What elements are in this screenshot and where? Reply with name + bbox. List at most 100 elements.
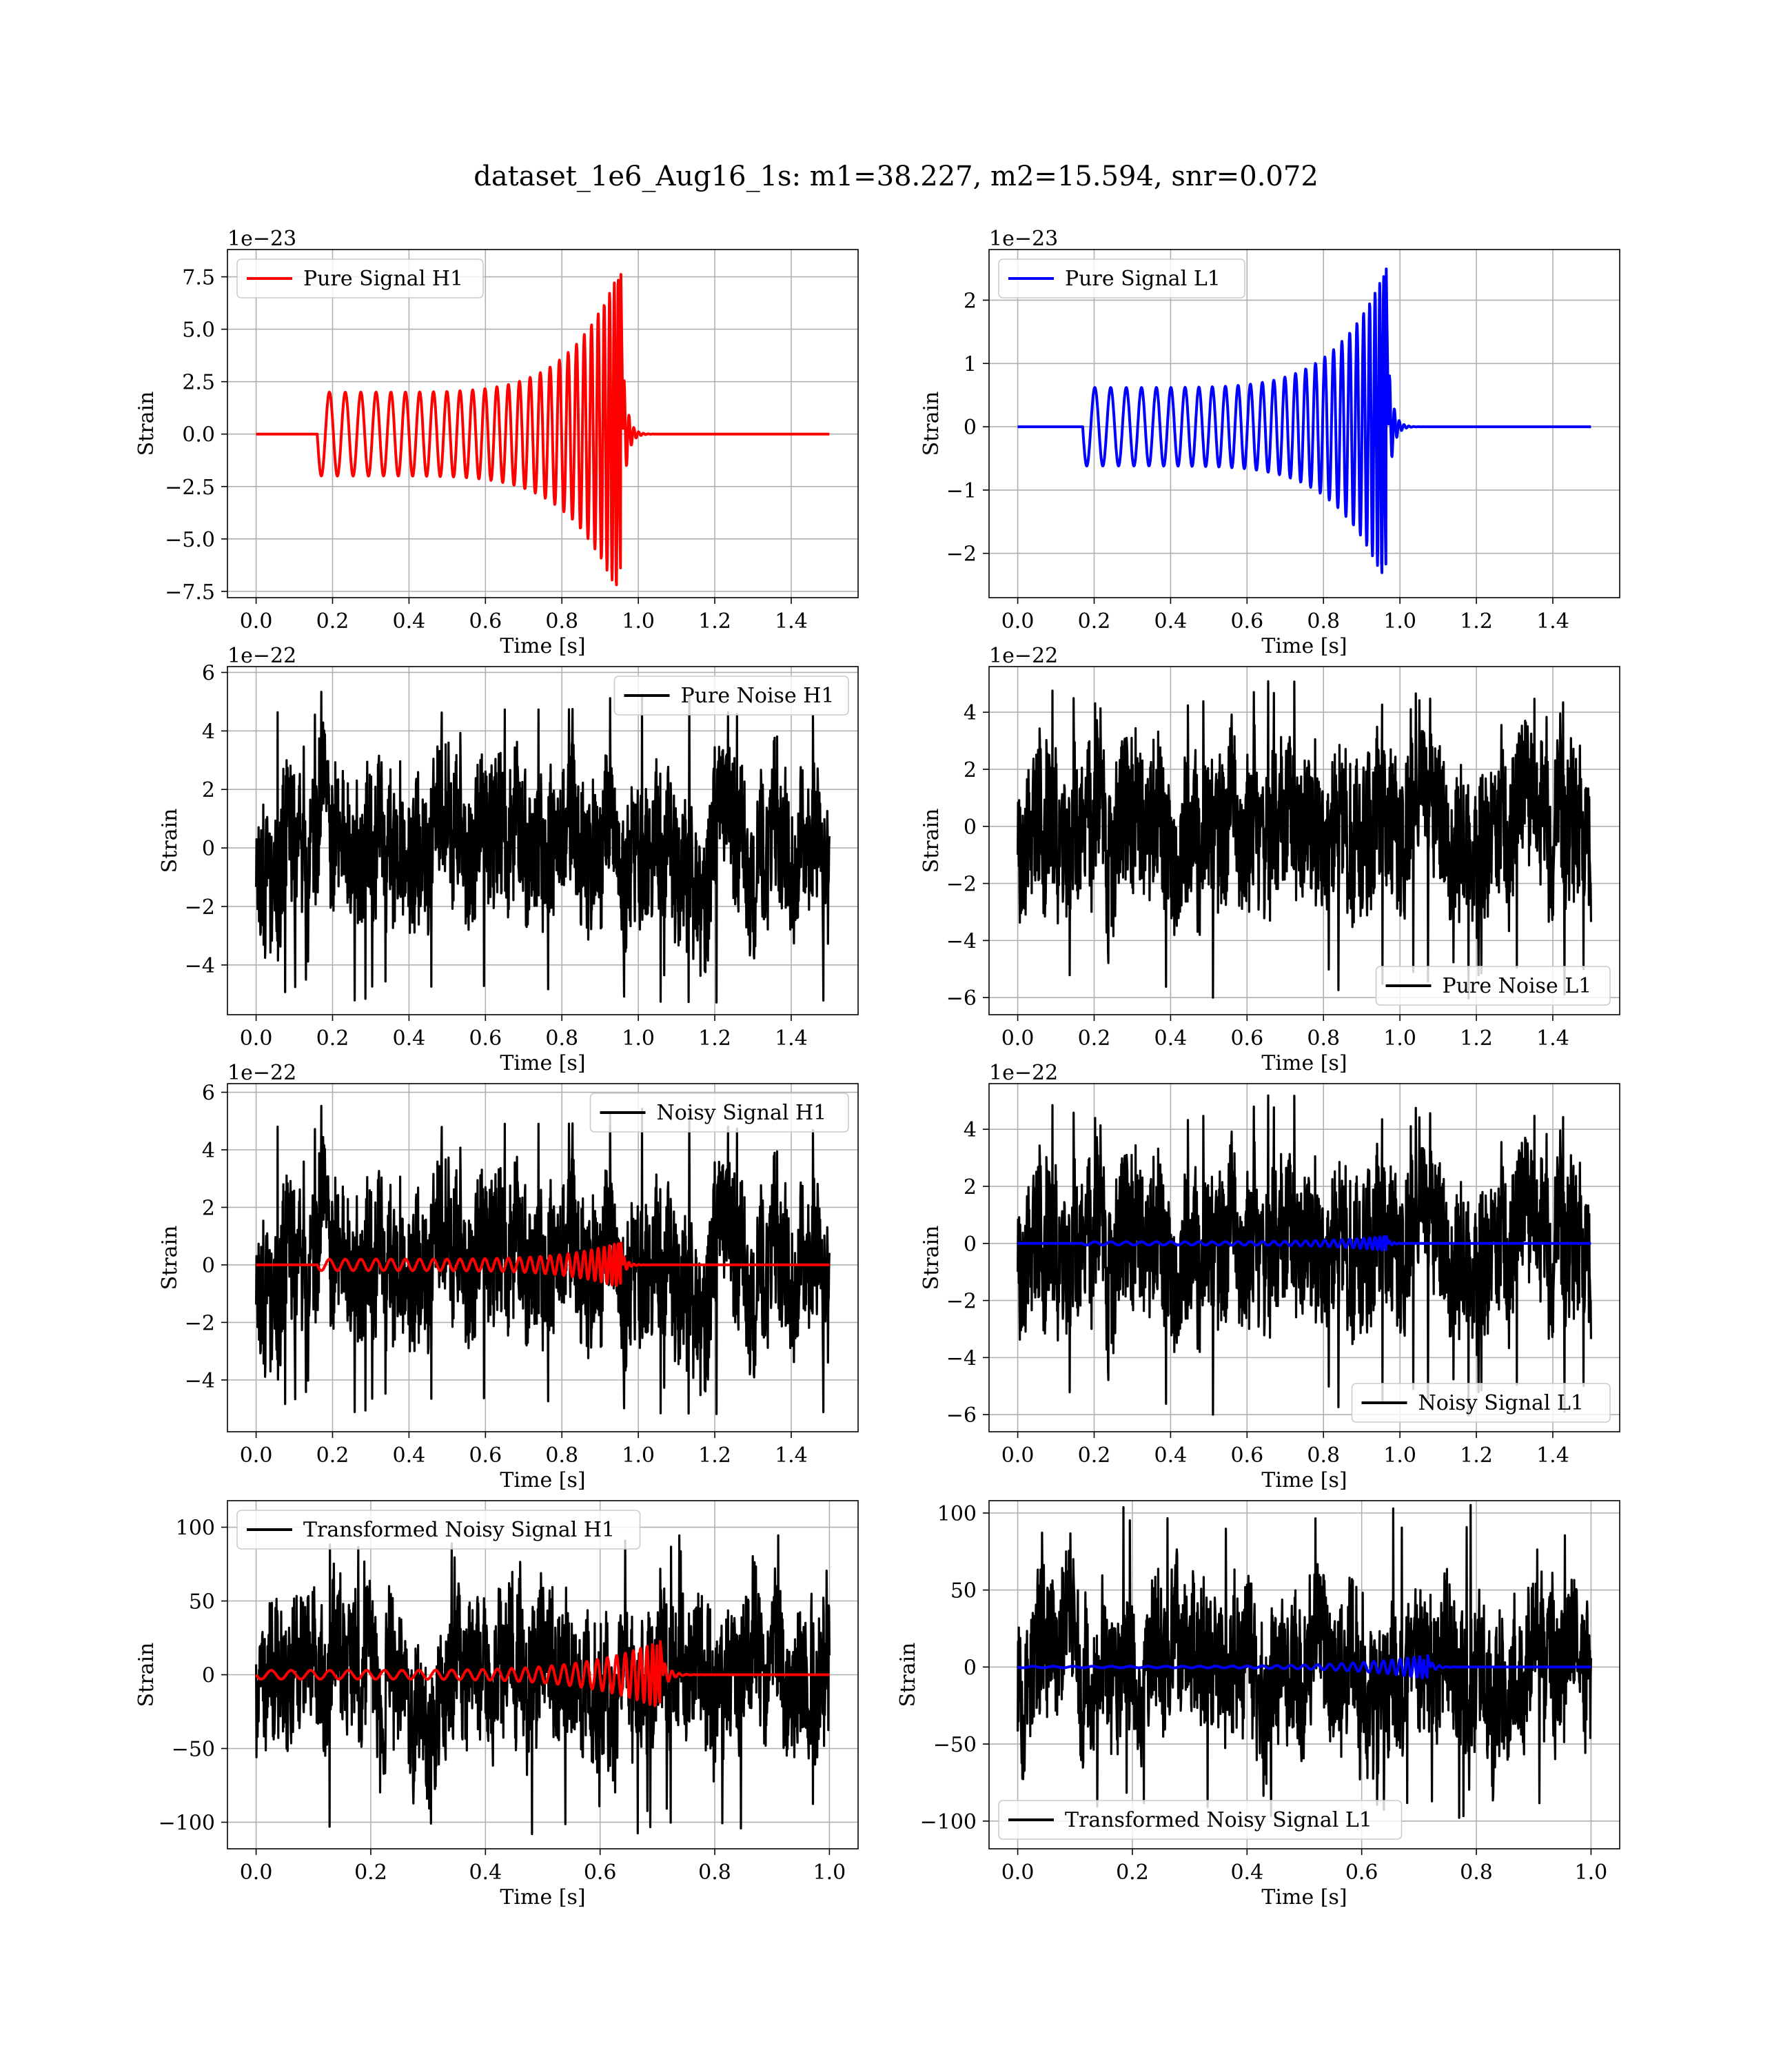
- legend-box: [236, 258, 484, 298]
- x-tick-label: 1.2: [698, 609, 731, 633]
- x-tick-label: 0.8: [1460, 1861, 1493, 1885]
- x-tick-label: 0.8: [1307, 1443, 1340, 1468]
- x-tick-label: 0.8: [545, 1026, 578, 1051]
- plot-area: [256, 273, 831, 587]
- series-line-pure-signal-h1: [256, 1241, 831, 1287]
- x-tick-label: 0.2: [1116, 1861, 1149, 1885]
- series-line-pure-noise-h1: [255, 691, 831, 1004]
- chart-transformed-noisy-signal-l1: 0.0 0.2 0.4 0.6 0.8 1.0 −100 −50 0 50 100 Time [s] S…: [896, 1500, 1620, 1909]
- x-tick-label: 0.8: [545, 1443, 578, 1468]
- y-tick-label: −100: [920, 1810, 977, 1834]
- legend-label: Pure Signal H1: [303, 267, 463, 291]
- y-tick-label: −50: [933, 1733, 977, 1757]
- axes-frame: [227, 249, 859, 598]
- x-tick-label: 0.4: [469, 1861, 502, 1885]
- x-tick-label: 1.4: [775, 1443, 808, 1468]
- y-tick-label: 1: [964, 352, 977, 376]
- y-tick-label: 100: [176, 1517, 215, 1541]
- series-line-transformed-noisy-signal-h1: [255, 1534, 831, 1836]
- plot-area: [1017, 267, 1592, 574]
- x-tick-label: 0.6: [1230, 609, 1263, 633]
- y-tick-label: 0: [202, 837, 215, 861]
- chart-noisy-signal-l1: 0.0 0.2 0.4 0.6 0.8 1.0 1.2 1.4 −6 −4 −2 0 2 4 1e−22 Ti…: [919, 1061, 1620, 1492]
- legend-label: Transformed Noisy Signal L1: [1065, 1808, 1372, 1832]
- legend-label: Noisy Signal H1: [657, 1101, 827, 1125]
- x-tick-label: 0.2: [316, 1443, 349, 1468]
- y-tick-label: 2: [964, 758, 977, 782]
- axis-offset-text: 1e−23: [989, 227, 1058, 251]
- y-axis-label: Strain: [919, 809, 944, 873]
- y-tick-label: −6: [946, 1403, 977, 1428]
- x-tick-label: 1.4: [1536, 1443, 1569, 1468]
- x-tick-label: 0.0: [240, 1443, 273, 1468]
- x-axis-label: Time [s]: [1261, 634, 1347, 658]
- y-tick-label: 2: [964, 289, 977, 313]
- chart-noisy-signal-h1: 0.0 0.2 0.4 0.6 0.8 1.0 1.2 1.4 −4 −2 0 2 4 6 1e−22 Tim…: [158, 1061, 859, 1492]
- x-tick-label: 1.2: [1460, 1026, 1493, 1051]
- y-axis-label: Strain: [134, 392, 159, 456]
- legend-box: [589, 1093, 849, 1133]
- x-tick-label: 0.2: [1078, 1026, 1111, 1051]
- y-tick-label: −4: [185, 954, 215, 978]
- x-tick-label: 0.6: [469, 1443, 502, 1468]
- x-tick-label: 0.6: [584, 1861, 617, 1885]
- x-tick-label: 1.2: [1460, 1443, 1493, 1468]
- x-tick-label: 0.0: [240, 1026, 273, 1051]
- x-tick-label: 0.0: [1001, 1443, 1035, 1468]
- x-tick-label: 0.8: [1307, 1026, 1340, 1051]
- axis-offset-text: 1e−22: [989, 1061, 1058, 1085]
- legend: Transformed Noisy Signal L1: [998, 1800, 1403, 1840]
- x-tick-label: 0.6: [469, 1026, 502, 1051]
- x-tick-label: 0.2: [1078, 609, 1111, 633]
- x-tick-label: 0.2: [316, 609, 349, 633]
- y-tick-label: −2: [946, 543, 977, 567]
- y-tick-label: 50: [189, 1590, 215, 1614]
- x-tick-label: 0.6: [1230, 1026, 1263, 1051]
- series-line-pure-signal-h1: [256, 273, 831, 587]
- x-tick-label: 0.4: [1230, 1861, 1263, 1885]
- legend: Noisy Signal L1: [1351, 1383, 1611, 1423]
- legend-box: [1351, 1383, 1611, 1423]
- legend: Transformed Noisy Signal H1: [236, 1510, 641, 1550]
- y-tick-label: 4: [202, 1139, 215, 1163]
- x-tick-label: 1.0: [1383, 1443, 1416, 1468]
- y-tick-label: 0.0: [182, 423, 215, 447]
- legend: Noisy Signal H1: [589, 1093, 849, 1133]
- chart-pure-noise-l1: 0.0 0.2 0.4 0.6 0.8 1.0 1.2 1.4 −6 −4 −2 0 2 4 1e−22 Ti…: [919, 644, 1620, 1075]
- y-tick-label: −6: [946, 986, 977, 1011]
- y-tick-label: −5.0: [165, 528, 215, 552]
- chart-pure-signal-l1: 0.0 0.2 0.4 0.6 0.8 1.0 1.2 1.4 −2 −1 0 1 2 1e−23 Time…: [919, 227, 1620, 658]
- y-tick-label: 2.5: [182, 371, 215, 395]
- series-line-whitened-signal-h1: [254, 1640, 831, 1707]
- y-tick-label: 5.0: [182, 318, 215, 343]
- x-tick-label: 0.8: [1307, 609, 1340, 633]
- x-tick-label: 0.8: [545, 609, 578, 633]
- x-tick-label: 1.0: [622, 609, 655, 633]
- y-tick-label: −2: [946, 873, 977, 897]
- y-tick-label: 6: [202, 1082, 215, 1106]
- y-tick-label: 6: [202, 661, 215, 685]
- x-tick-label: 1.4: [775, 609, 808, 633]
- y-tick-label: −4: [946, 1346, 977, 1370]
- series-line-transformed-noisy-signal-l1: [1017, 1503, 1592, 1819]
- plot-area: [1017, 1094, 1592, 1417]
- y-tick-label: 2: [202, 1196, 215, 1220]
- y-tick-label: 7.5: [182, 266, 215, 290]
- series-line-pure-signal-l1: [1017, 1235, 1592, 1252]
- legend-label: Transformed Noisy Signal H1: [303, 1518, 615, 1542]
- chart-pure-noise-h1: 0.0 0.2 0.4 0.6 0.8 1.0 1.2 1.4 −4 −2 0 2 4 6 1e−22 Tim…: [158, 644, 859, 1075]
- x-tick-label: 1.0: [622, 1443, 655, 1468]
- x-axis-label: Time [s]: [500, 1885, 585, 1909]
- x-tick-label: 0.2: [354, 1861, 387, 1885]
- series-line-pure-noise-l1: [1017, 680, 1592, 1000]
- x-tick-label: 0.2: [1078, 1443, 1111, 1468]
- y-axis-label: Strain: [158, 809, 182, 873]
- y-axis-label: Strain: [134, 1643, 159, 1707]
- y-tick-label: −4: [946, 929, 977, 953]
- x-tick-label: 1.2: [1460, 609, 1493, 633]
- series-line-noisy-signal-l1: [1017, 1094, 1592, 1417]
- x-axis-label: Time [s]: [500, 634, 585, 658]
- axes-frame: [227, 1083, 859, 1432]
- y-tick-label: 2: [202, 778, 215, 802]
